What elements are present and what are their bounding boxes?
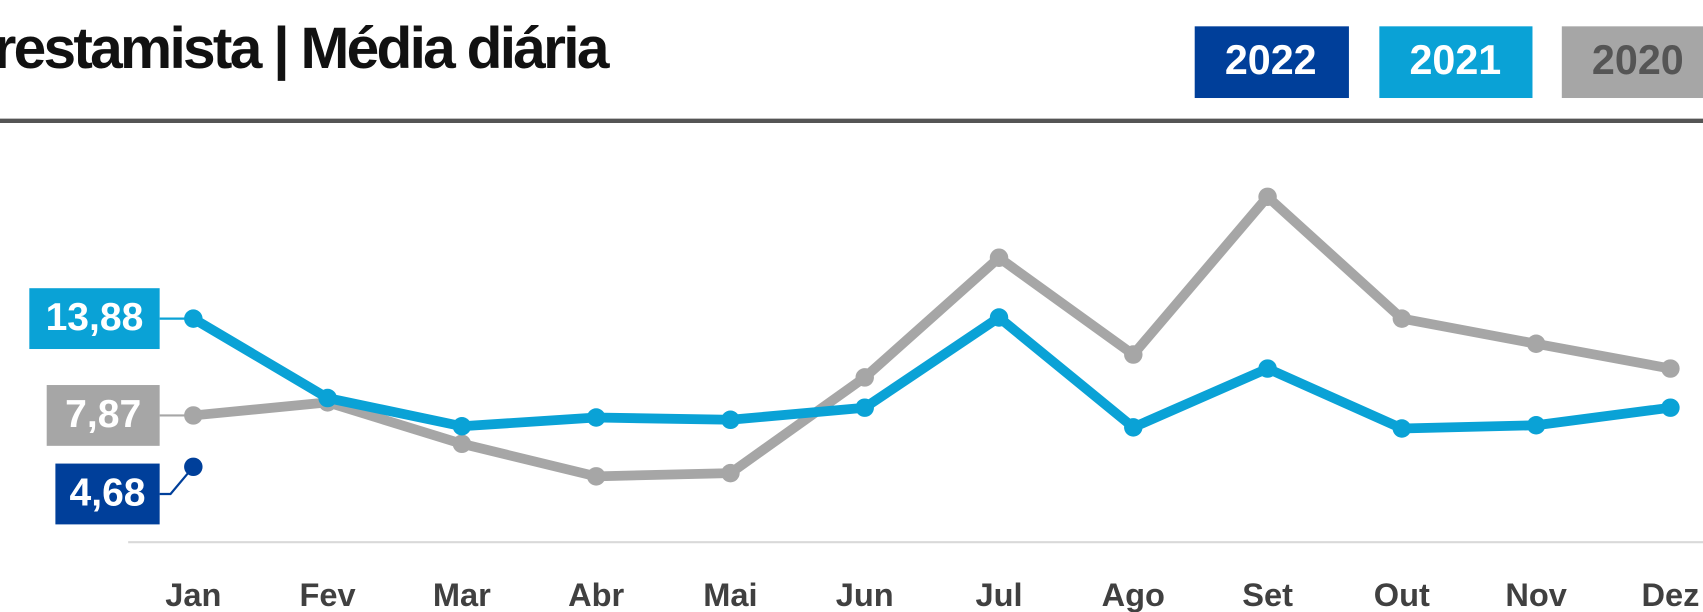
point bbox=[989, 308, 1009, 327]
data-label: 7,87 bbox=[65, 393, 141, 436]
legend-box bbox=[1379, 26, 1533, 99]
series-line bbox=[190, 312, 1672, 434]
point bbox=[1124, 345, 1143, 364]
x-tick-label: Jan bbox=[165, 577, 221, 612]
point bbox=[1661, 359, 1680, 378]
data-label: 4,68 bbox=[69, 471, 145, 514]
point bbox=[586, 467, 606, 486]
point bbox=[1661, 398, 1680, 417]
point bbox=[1258, 359, 1277, 378]
x-tick-label: Fev bbox=[300, 577, 356, 612]
legend-box bbox=[1194, 26, 1349, 99]
data-label-box bbox=[55, 463, 160, 525]
point bbox=[1258, 187, 1277, 207]
legend-box bbox=[1561, 26, 1703, 99]
x-tick-label: Jun bbox=[836, 577, 894, 612]
data-label-box bbox=[29, 288, 160, 350]
point bbox=[855, 368, 874, 387]
chart-title: restamista | Média diária bbox=[0, 16, 610, 82]
series-line bbox=[192, 191, 1672, 482]
data-label: 13,88 bbox=[46, 296, 144, 339]
point bbox=[721, 410, 740, 430]
point bbox=[452, 416, 472, 436]
point bbox=[1526, 416, 1546, 435]
x-tick-label: Jul bbox=[975, 577, 1022, 612]
point bbox=[1526, 334, 1546, 353]
x-tick-label: Abr bbox=[568, 577, 624, 612]
point bbox=[721, 463, 740, 483]
legend-label: 2020 bbox=[1592, 37, 1684, 83]
x-tick-label: Mar bbox=[433, 577, 491, 612]
x-tick-label: Ago bbox=[1102, 577, 1165, 612]
legend-label: 2021 bbox=[1409, 37, 1501, 83]
leader-line bbox=[159, 466, 195, 496]
point bbox=[1392, 419, 1412, 438]
point bbox=[1124, 418, 1143, 437]
x-tick-label: Out bbox=[1374, 577, 1430, 612]
point bbox=[1392, 309, 1412, 328]
data-label-box bbox=[46, 385, 160, 446]
point bbox=[989, 248, 1009, 267]
x-tick-label: Mai bbox=[703, 577, 757, 612]
x-tick-label: Set bbox=[1242, 577, 1293, 612]
legend-label: 2022 bbox=[1225, 37, 1317, 83]
x-tick-label: Nov bbox=[1505, 577, 1567, 612]
point bbox=[452, 434, 472, 454]
point bbox=[586, 408, 606, 427]
x-tick-label: Dez bbox=[1641, 577, 1699, 612]
point bbox=[855, 398, 874, 417]
point bbox=[318, 388, 337, 408]
